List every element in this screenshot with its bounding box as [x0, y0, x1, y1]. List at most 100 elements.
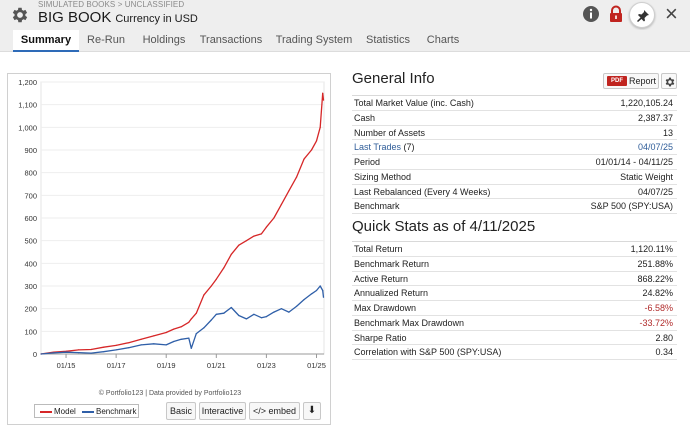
report-label: Report	[629, 76, 657, 86]
embed-button[interactable]: </> embed	[249, 402, 300, 420]
data-point-model	[188, 321, 190, 323]
data-point-benchmark	[203, 327, 205, 329]
data-point-benchmark	[230, 306, 232, 309]
data-point-benchmark	[90, 352, 92, 354]
currency-label: Currency in USD	[115, 13, 198, 25]
close-icon[interactable]: ×	[665, 1, 678, 26]
data-point-model	[322, 92, 324, 94]
data-point-benchmark	[40, 353, 42, 355]
data-point-benchmark	[253, 313, 255, 315]
data-point-model	[210, 285, 212, 287]
data-point-benchmark	[322, 289, 324, 292]
data-point-model	[280, 203, 282, 205]
info-icon[interactable]	[581, 4, 601, 24]
pin-button[interactable]	[629, 2, 655, 28]
last-trades-link[interactable]: Last Trades	[354, 142, 402, 153]
download-button[interactable]: ⬇	[303, 402, 321, 420]
tab-holdings[interactable]: Holdings	[142, 34, 186, 46]
data-point-model	[295, 176, 298, 178]
tab-bar: Summary Re-Run Holdings Transactions Tra…	[0, 30, 690, 52]
x-tick-label: 01/19	[157, 361, 176, 370]
y-tick-label: 500	[24, 237, 37, 246]
data-point-model	[128, 342, 130, 344]
data-point-benchmark	[153, 343, 155, 345]
gear-icon[interactable]	[10, 5, 30, 25]
table-row: Annualized Return 24.82%	[352, 286, 677, 301]
table-row: Sharpe Ratio 2.80	[352, 331, 677, 346]
data-point-benchmark	[215, 313, 217, 315]
data-point-model	[253, 235, 255, 237]
data-point-model	[190, 318, 192, 320]
data-point-benchmark	[273, 311, 275, 313]
data-point-benchmark	[180, 338, 182, 340]
data-point-model	[288, 190, 290, 192]
data-point-model	[153, 335, 155, 337]
data-point-model	[260, 233, 262, 235]
data-point-benchmark	[52, 352, 55, 354]
tab-transactions[interactable]: Transactions	[199, 34, 263, 46]
general-info-title: General Info	[352, 70, 435, 87]
tab-re-run[interactable]: Re-Run	[87, 34, 125, 46]
data-point-benchmark	[315, 289, 318, 292]
series-line-benchmark	[40, 285, 325, 355]
quick-stats-table: Total Return 1,120.11% Benchmark Return 25…	[352, 241, 677, 360]
data-point-benchmark	[165, 344, 167, 346]
last-trades-count: (7)	[401, 142, 415, 153]
data-point-benchmark	[173, 340, 175, 343]
data-point-benchmark	[288, 311, 290, 313]
table-row: Correlation with S&P 500 (SPY:USA) 0.34	[352, 345, 677, 360]
y-tick-label: 600	[24, 214, 37, 223]
table-row: Active Return 868.22%	[352, 272, 677, 287]
data-point-benchmark	[223, 312, 225, 314]
data-point-model	[273, 217, 275, 219]
lock-icon[interactable]	[606, 4, 626, 24]
data-point-benchmark	[210, 319, 212, 321]
series-line-model	[40, 92, 325, 355]
data-point-model	[140, 338, 142, 340]
tab-trading-system[interactable]: Trading System	[275, 34, 353, 46]
table-row: Total Return 1,120.11%	[352, 242, 677, 257]
tab-charts[interactable]: Charts	[426, 34, 460, 46]
data-point-model	[322, 99, 325, 101]
table-row: Period 01/01/14 - 04/11/25	[352, 155, 677, 170]
tab-statistics[interactable]: Statistics	[365, 34, 410, 46]
breadcrumb[interactable]: SIMULATED BOOKS > UNCLASSIFIED	[38, 0, 185, 9]
performance-chart-card: 0 100 200 300 400 500 600 700 800 900 1,000 1,100 1,…	[7, 73, 331, 425]
table-row: Last Trades (7) 04/07/25	[352, 140, 677, 155]
x-tick-label: 01/15	[57, 361, 76, 370]
table-row: Max Drawdown -6.58%	[352, 301, 677, 316]
chart-legend: Model Benchmark	[34, 404, 139, 418]
data-point-model	[173, 328, 175, 330]
settings-button[interactable]	[661, 73, 677, 89]
x-tick-label: 01/23	[257, 361, 276, 370]
general-info-table: Total Market Value (inc. Cash) 1,220,105.…	[352, 95, 677, 214]
interactive-button[interactable]: Interactive	[199, 402, 246, 420]
data-point-benchmark	[78, 352, 80, 354]
data-point-model	[180, 326, 182, 328]
y-tick-label: 0	[33, 350, 37, 359]
data-point-model	[90, 348, 92, 351]
last-trades-date-link[interactable]: 04/07/25	[637, 142, 673, 153]
table-row: Last Rebalanced (Every 4 Weeks) 04/07/25	[352, 185, 677, 200]
table-row: Benchmark Max Drawdown -33.72%	[352, 316, 677, 331]
y-tick-label: 1,200	[18, 78, 37, 87]
y-tick-label: 400	[24, 259, 37, 268]
tab-summary[interactable]: Summary	[13, 30, 79, 52]
y-tick-label: 1,000	[18, 123, 37, 132]
data-point-model	[115, 344, 117, 346]
table-row: Cash 2,387.37	[352, 111, 677, 126]
data-point-model	[195, 312, 197, 314]
table-row: Benchmark S&P 500 (SPY:USA)	[352, 199, 677, 214]
data-point-benchmark	[65, 351, 67, 353]
basic-button[interactable]: Basic	[166, 402, 196, 420]
data-point-benchmark	[260, 317, 262, 319]
y-tick-label: 800	[24, 169, 37, 178]
page-title: BIG BOOK Currency in USD	[38, 9, 198, 26]
pin-icon	[637, 10, 649, 22]
data-point-model	[238, 244, 240, 246]
data-point-model	[315, 140, 318, 142]
chart-credit: © Portfolio123 | Data provided by Portfo…	[98, 390, 242, 397]
pdf-report-button[interactable]: PDF Report	[603, 73, 659, 89]
quick-stats-title: Quick Stats as of 4/11/2025	[352, 218, 536, 235]
table-row: Number of Assets 13	[352, 126, 677, 141]
